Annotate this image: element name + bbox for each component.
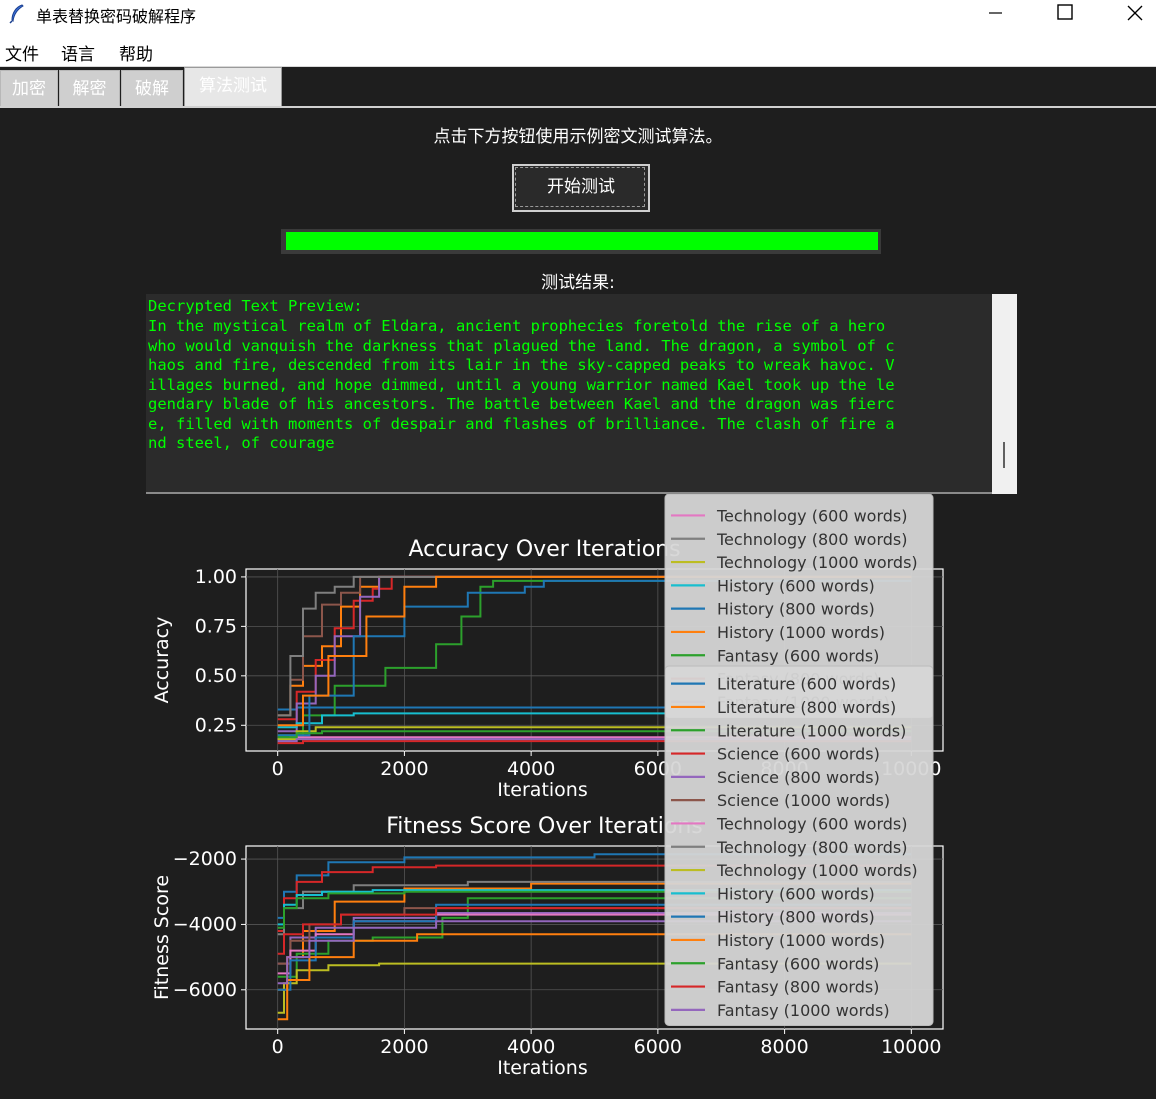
x-tick-label: 2000 (380, 1036, 428, 1058)
series-line (277, 575, 912, 727)
series-line (277, 864, 912, 932)
minimize-icon[interactable] (972, 0, 1018, 28)
legend-entry: History (800 words) (717, 908, 875, 927)
scroll-thumb[interactable] (1003, 442, 1005, 468)
x-axis-label: Iterations (497, 779, 588, 801)
series-line (277, 897, 912, 978)
series-line (277, 933, 912, 1021)
legend-entry: Fantasy (600 words) (717, 954, 879, 973)
legend-entry: Technology (800 words) (716, 838, 907, 857)
legend-entry: Technology (800 words) (716, 530, 907, 549)
tab-decrypt[interactable]: 解密 (59, 70, 120, 107)
legend-entry: Literature (800 words) (717, 698, 896, 717)
legend-entry: History (1000 words) (717, 623, 885, 642)
y-tick-label: 0.25 (195, 714, 237, 736)
legend-entry: Technology (600 words) (716, 814, 907, 833)
y-tick-label: 0.50 (195, 665, 237, 687)
legend-entry: History (1000 words) (717, 931, 885, 950)
series-line (277, 920, 912, 985)
menu-language[interactable]: 语言 (61, 45, 95, 65)
legend-entry: Technology (1000 words) (716, 861, 918, 880)
x-tick-label: 0 (272, 758, 284, 780)
series-line (277, 575, 912, 717)
series-line (277, 712, 912, 729)
series-line (277, 907, 912, 955)
series-line (277, 853, 912, 919)
tab-divider (0, 106, 1156, 108)
result-line: nd steel, of courage (148, 434, 335, 452)
y-axis-label: Fitness Score (151, 875, 173, 1000)
feather-icon (9, 4, 24, 24)
x-tick-label: 8000 (760, 1036, 808, 1058)
tab-crack[interactable]: 破解 (121, 70, 183, 107)
y-tick-label: −2000 (173, 848, 237, 870)
series-line (277, 890, 912, 929)
result-line: gendary blade of his ancestors. The batt… (148, 395, 895, 413)
y-tick-label: 0.75 (195, 615, 237, 637)
x-tick-label: 6000 (634, 1036, 682, 1058)
legend-entry: Science (600 words) (717, 745, 880, 764)
y-tick-label: −6000 (173, 979, 237, 1001)
result-line: haos and fire, descended from its lair i… (148, 356, 895, 374)
legend-entry: Literature (600 words) (717, 675, 896, 694)
result-line: In the mystical realm of Eldara, ancient… (148, 317, 895, 335)
legend-entry: Fantasy (1000 words) (717, 1001, 890, 1020)
legend-entry: History (600 words) (717, 576, 875, 595)
legend-entry: Technology (1000 words) (716, 553, 918, 572)
menu-bar: 文件 语言 帮助 (0, 36, 1156, 67)
x-axis-label: Iterations (497, 1057, 588, 1079)
series-line (277, 575, 912, 717)
legend-entry: History (800 words) (717, 600, 875, 619)
maximize-icon[interactable] (1042, 0, 1088, 28)
chart-title: Accuracy Over Iterations (408, 537, 680, 562)
result-line: illages burned, and hope dimmed, until a… (148, 376, 895, 394)
chart-title: Fitness Score Over Iterations (386, 814, 703, 839)
start-test-button[interactable]: 开始测试 (512, 164, 650, 212)
x-tick-label: 0 (272, 1036, 284, 1058)
focus-ring (515, 167, 645, 207)
result-textbox[interactable]: Decrypted Text Preview: In the mystical … (146, 294, 992, 494)
legend-entry: Literature (1000 words) (717, 721, 906, 740)
legend-entry: Technology (600 words) (716, 506, 907, 525)
y-tick-label: −4000 (173, 913, 237, 935)
series-line (277, 575, 912, 721)
tab-bar: 加密 解密 破解 算法测试 (0, 67, 1156, 108)
x-tick-label: 4000 (507, 758, 555, 780)
legend: Technology (600 words) Technology (800 wo… (664, 494, 934, 718)
legend-box (664, 665, 934, 1026)
y-axis-label: Accuracy (151, 617, 173, 704)
close-icon[interactable] (1112, 0, 1156, 28)
legend-entry: Fantasy (800 words) (717, 978, 879, 997)
legend-entry: Fantasy (600 words) (717, 646, 879, 665)
result-line: Decrypted Text Preview: (148, 297, 363, 315)
instruction-text: 点击下方按钮使用示例密文测试算法。 (433, 127, 723, 147)
series-line (277, 730, 912, 739)
title-bar: 单表替换密码破解程序 (0, 0, 1156, 36)
progress-bar (281, 229, 881, 254)
results-label: 测试结果: (541, 273, 615, 293)
progress-fill (286, 232, 878, 250)
result-scrollbar[interactable] (992, 294, 1017, 494)
legend-entry: History (600 words) (717, 884, 875, 903)
tab-algorithm-test[interactable]: 算法测试 (184, 67, 282, 107)
y-tick-label: 1.00 (195, 566, 237, 588)
test-results-figure: 0 2000 4000 6000 8000 10000 0.25 0.50 0.75 1.00 Ac… (128, 494, 948, 1099)
menu-help[interactable]: 帮助 (119, 45, 153, 65)
series-line (277, 738, 912, 743)
result-line: who would vanquish the darkness that pla… (148, 337, 895, 355)
window-title: 单表替换密码破解程序 (36, 7, 197, 26)
x-tick-label: 2000 (380, 758, 428, 780)
series-line (277, 962, 912, 1014)
legend: Literature (600 words) Literature (800 wo… (664, 665, 934, 1026)
menu-file[interactable]: 文件 (5, 45, 39, 65)
x-tick-label: 10000 (881, 1036, 941, 1058)
result-line: e, filled with moments of despair and fl… (148, 415, 895, 433)
legend-entry: Science (1000 words) (717, 791, 890, 810)
legend-entry: Science (800 words) (717, 768, 880, 787)
tab-encrypt[interactable]: 加密 (0, 70, 58, 107)
x-tick-label: 4000 (507, 1036, 555, 1058)
series-line (277, 740, 912, 745)
